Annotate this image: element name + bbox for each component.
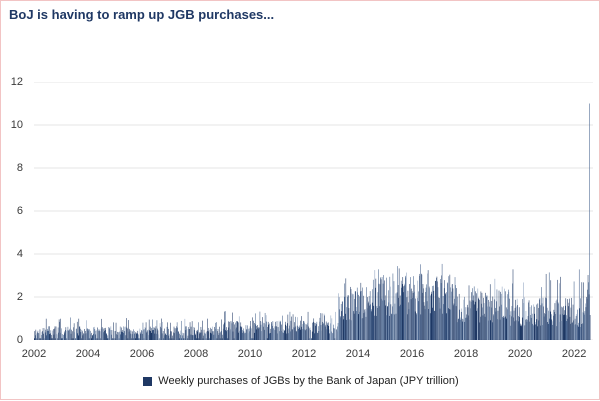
- chart-title: BoJ is having to ramp up JGB purchases..…: [9, 7, 275, 22]
- y-axis-tick-label: 4: [16, 248, 23, 260]
- y-axis-tick-label: 6: [16, 205, 23, 217]
- bar-chart: [34, 82, 593, 340]
- y-axis-tick-label: 8: [16, 162, 23, 174]
- x-axis-tick-label: 2022: [561, 348, 587, 360]
- bars-series: [34, 103, 591, 340]
- y-axis-tick-label: 0: [16, 334, 23, 346]
- x-axis-tick-label: 2006: [129, 348, 155, 360]
- legend: Weekly purchases of JGBs by the Bank of …: [1, 375, 600, 387]
- x-axis-tick-label: 2018: [453, 348, 479, 360]
- x-axis-tick-label: 2020: [507, 348, 533, 360]
- y-axis-tick-label: 10: [10, 119, 23, 131]
- legend-swatch-icon: [143, 376, 153, 386]
- x-axis-tick-label: 2002: [21, 348, 47, 360]
- x-axis-tick-label: 2008: [183, 348, 209, 360]
- x-axis-tick-label: 2012: [291, 348, 317, 360]
- legend-label: Weekly purchases of JGBs by the Bank of …: [158, 375, 459, 387]
- x-axis-tick-label: 2004: [75, 348, 101, 360]
- x-axis-tick-label: 2014: [345, 348, 371, 360]
- y-axis-tick-label: 12: [10, 76, 23, 88]
- x-axis-tick-label: 2010: [237, 348, 263, 360]
- y-axis-tick-label: 2: [16, 291, 23, 303]
- x-axis-tick-label: 2016: [399, 348, 425, 360]
